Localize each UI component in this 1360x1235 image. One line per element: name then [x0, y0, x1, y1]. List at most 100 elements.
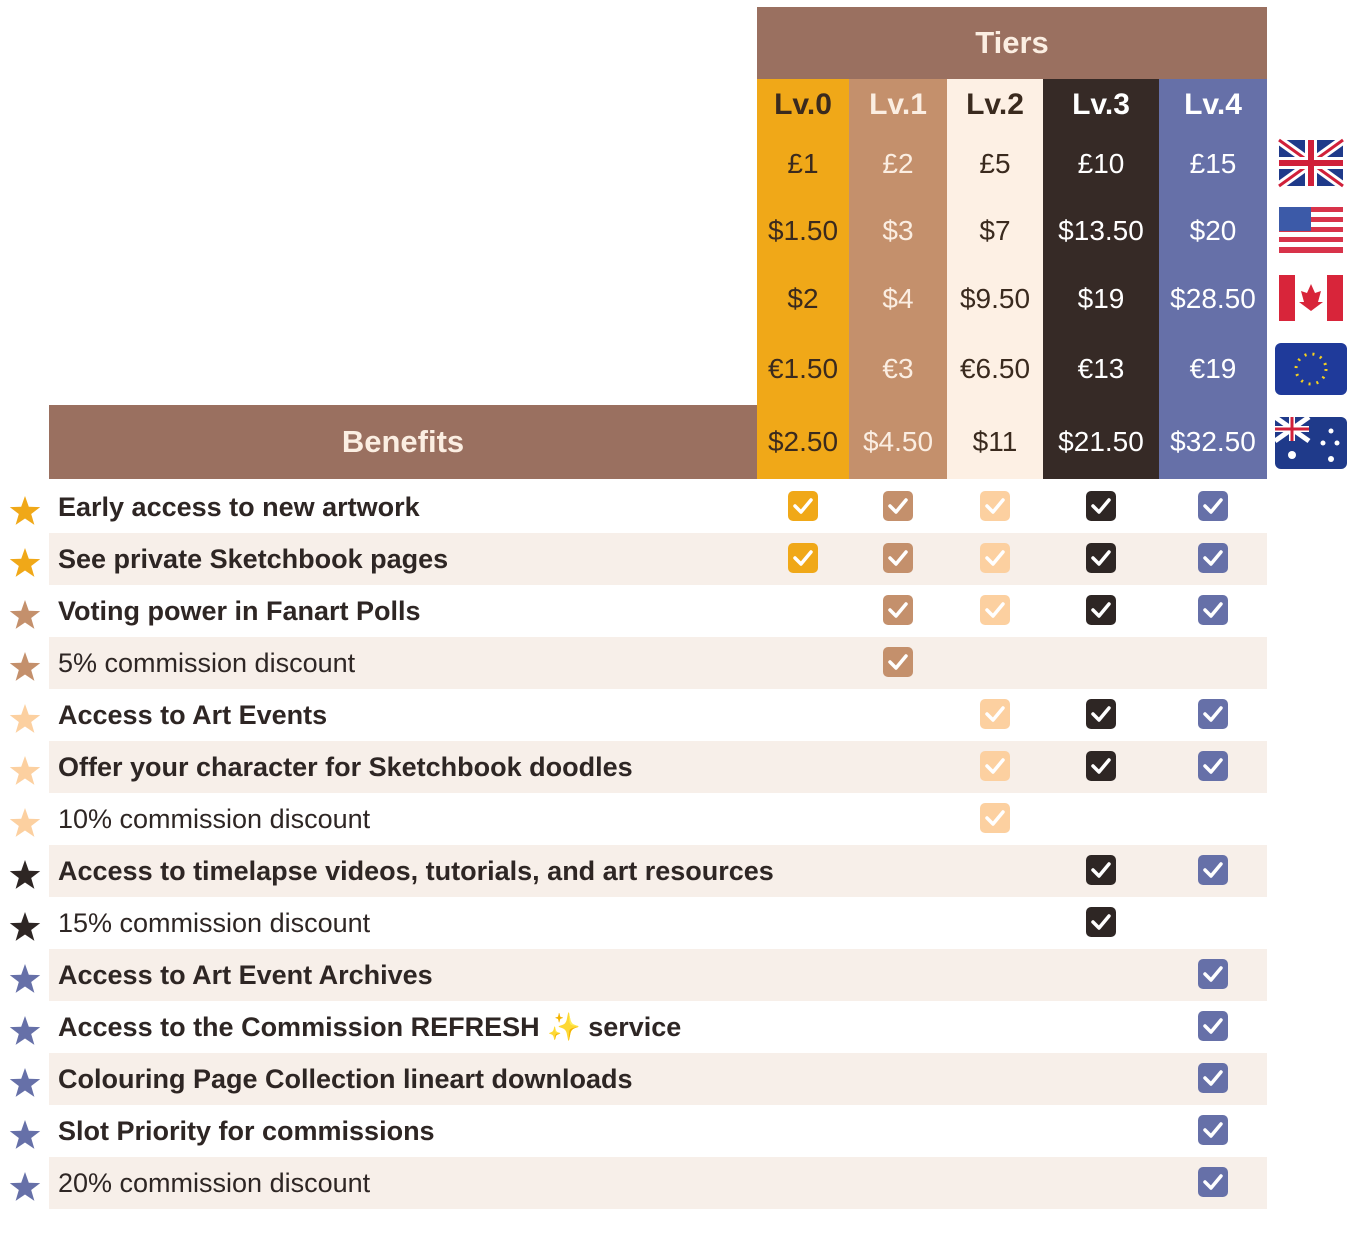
tier-column: [1043, 79, 1159, 479]
benefit-text: 15% commission discount: [58, 907, 371, 938]
star: [9, 1120, 41, 1149]
row-band: [49, 637, 1267, 689]
flag-au: [1273, 414, 1347, 469]
star: [9, 756, 41, 785]
checkmark: [1198, 855, 1228, 885]
flag-eu: [1275, 343, 1347, 395]
checkmark: [1198, 595, 1228, 625]
checkmark: [1198, 959, 1228, 989]
row-band: [49, 845, 1267, 897]
price: £2: [882, 148, 914, 179]
price: $32.50: [1170, 426, 1256, 457]
price: £1: [787, 148, 819, 179]
price: $11: [972, 426, 1018, 457]
benefit-text: Early access to new artwork: [58, 491, 420, 522]
price: $4.50: [862, 426, 934, 457]
checkmark: [980, 491, 1010, 521]
benefit-text: 10% commission discount: [58, 803, 371, 834]
star: [9, 548, 41, 577]
flag-ca: [1279, 275, 1343, 321]
row-band: [49, 1157, 1267, 1209]
checkmark: [788, 543, 818, 573]
benefit-text: Slot Priority for commissions: [58, 1115, 435, 1146]
price: $28.50: [1170, 283, 1256, 314]
tier-label: Lv.3: [1072, 88, 1130, 121]
checkmark: [1086, 595, 1116, 625]
checkmark: [1086, 543, 1116, 573]
checkmark: [980, 751, 1010, 781]
checkmark: [980, 699, 1010, 729]
price: €6.50: [959, 353, 1031, 384]
price: $2.50: [767, 426, 839, 457]
price: $3: [882, 215, 914, 246]
benefit-text: Access to the Commission REFRESH ✨ servi…: [58, 1012, 682, 1042]
price: $2: [787, 283, 819, 314]
row-band: [49, 533, 1267, 585]
benefit-text: Colouring Page Collection lineart downlo…: [58, 1063, 633, 1094]
price: €19: [1189, 353, 1237, 384]
flags: [1273, 136, 1347, 469]
checkmark: [1198, 543, 1228, 573]
price: $20: [1189, 215, 1237, 246]
price: £5: [979, 148, 1011, 179]
star: [9, 808, 41, 837]
tier-label: Lv.1: [869, 88, 927, 121]
tier-column: [947, 79, 1043, 479]
tier-column: [1159, 79, 1267, 479]
tier-label: Lv.2: [966, 88, 1024, 121]
star: [9, 912, 41, 941]
price: $1.50: [767, 215, 839, 246]
benefit-text: See private Sketchbook pages: [58, 543, 449, 574]
checkmark: [1086, 855, 1116, 885]
price: $9.50: [959, 283, 1031, 314]
benefit-text: Access to Art Events: [58, 699, 328, 730]
price: $13.50: [1058, 215, 1144, 246]
benefits-header: Benefits: [49, 405, 757, 479]
checkmark: [1198, 491, 1228, 521]
tier-label: Lv.0: [774, 88, 832, 121]
benefit-text: Access to Art Event Archives: [58, 959, 433, 990]
checkmark: [883, 595, 913, 625]
checkmark: [1086, 751, 1116, 781]
price: $4: [882, 283, 914, 314]
row-band: [49, 1053, 1267, 1105]
benefit-text: 5% commission discount: [58, 647, 356, 678]
price: $19: [1077, 283, 1125, 314]
price: £15: [1189, 148, 1237, 179]
star: [9, 496, 41, 525]
price: $7: [979, 215, 1011, 246]
row-band: [49, 949, 1267, 1001]
benefit-text: 20% commission discount: [58, 1167, 371, 1198]
benefit-text: Offer your character for Sketchbook dood…: [58, 751, 633, 782]
price: £10: [1077, 148, 1125, 179]
checkmark: [788, 491, 818, 521]
price: €13: [1077, 353, 1125, 384]
checkmark: [883, 491, 913, 521]
tier-column: [757, 79, 849, 479]
star: [9, 1068, 41, 1097]
price: $21.50: [1058, 426, 1144, 457]
price: €3: [882, 353, 914, 384]
checkmark: [980, 595, 1010, 625]
tiers-header: Tiers: [757, 7, 1267, 79]
checkmark: [883, 647, 913, 677]
benefit-text: Voting power in Fanart Polls: [58, 595, 421, 626]
row-band: [49, 741, 1267, 793]
checkmark: [1198, 1115, 1228, 1145]
checkmark: [1086, 491, 1116, 521]
price: €1.50: [767, 353, 839, 384]
star: [9, 704, 41, 733]
checkmark: [1198, 1063, 1228, 1093]
star: [9, 1016, 41, 1045]
checkmark: [980, 803, 1010, 833]
flag-uk: [1276, 136, 1346, 190]
checkmark: [883, 543, 913, 573]
tier-column: [849, 79, 947, 479]
star: [9, 600, 41, 629]
benefit-text: Access to timelapse videos, tutorials, a…: [58, 855, 774, 886]
star: [9, 1172, 41, 1201]
checkmark: [1086, 699, 1116, 729]
checkmark: [1198, 1011, 1228, 1041]
star: [9, 964, 41, 993]
